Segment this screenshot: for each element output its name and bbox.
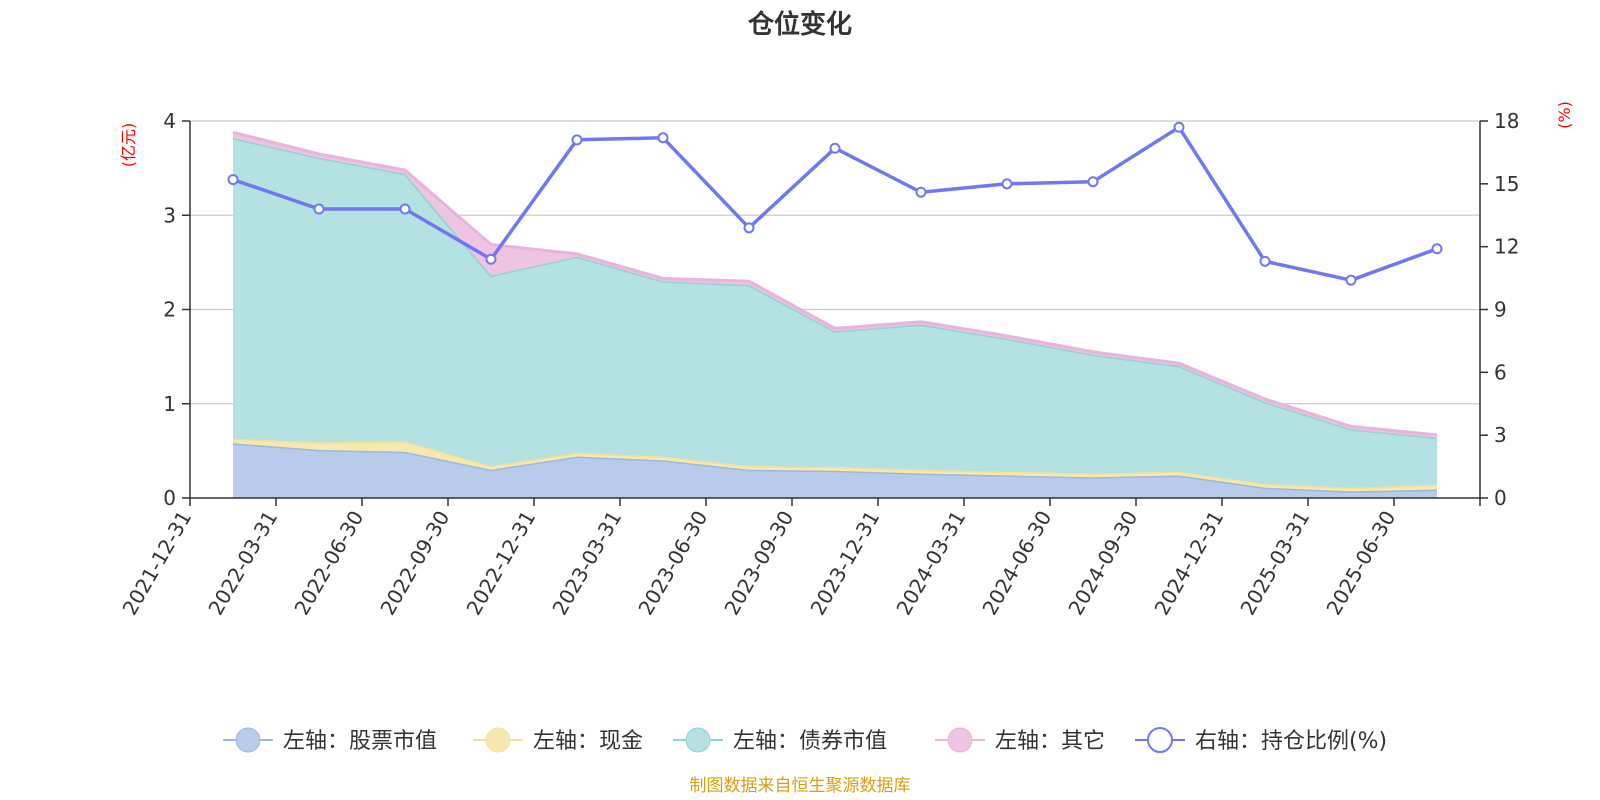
x-axis-tick-label: 2024-09-30 [1063, 507, 1142, 620]
x-axis-tick-label: 2023-12-31 [805, 507, 884, 620]
left-axis-tick-label: 4 [163, 109, 176, 133]
ratio-line-point [743, 222, 755, 234]
area-series-2 [233, 438, 1437, 492]
left-axis-tick-label: 3 [163, 203, 176, 227]
ratio-line-point [829, 142, 841, 154]
ratio-line [227, 121, 1443, 286]
x-axis-tick-label: 2021-12-31 [117, 507, 196, 620]
ratio-line-point [571, 134, 583, 146]
x-axis-tick-label: 2022-09-30 [375, 507, 454, 620]
legend-label: 左轴：债券市值 [733, 729, 887, 754]
ratio-line-point [1345, 274, 1357, 286]
x-axis-tick-label: 2022-03-31 [203, 507, 282, 620]
legend-swatch-marker [685, 727, 711, 753]
legend-label: 右轴：持仓比例(%) [1195, 729, 1387, 754]
x-axis-tick-label: 2024-12-31 [1149, 507, 1228, 620]
x-axis-tick-label: 2022-12-31 [461, 507, 540, 620]
x-axis-tick-label: 2022-06-30 [289, 507, 368, 620]
ratio-line-point [1431, 243, 1443, 255]
legend-item-4: 左轴：其它 [935, 727, 1105, 754]
legend-swatch-marker [1147, 727, 1173, 753]
right-axis-tick-label: 18 [1494, 109, 1519, 133]
legend-swatch-marker [947, 727, 973, 753]
right-axis-tick-label: 0 [1494, 486, 1507, 510]
right-axis-tick-label: 9 [1494, 298, 1507, 322]
chart-title: 仓位变化 [747, 9, 852, 40]
legend-label: 左轴：现金 [533, 729, 643, 754]
legend: 左轴：股票市值 左轴：现金 左轴：债券市值 左轴：其它 右轴：持仓比例(%) [223, 727, 1387, 754]
ratio-line-point [485, 253, 497, 265]
ratio-line-point [313, 203, 325, 215]
ratio-line-point [1001, 178, 1013, 190]
ratio-line-point [1087, 176, 1099, 188]
left-axis-tick-label: 1 [163, 392, 176, 416]
right-axis-tick-label: 12 [1494, 235, 1519, 259]
x-axis-tick-label: 2023-09-30 [719, 507, 798, 620]
left-axis-unit: (亿元) [119, 123, 138, 168]
right-axis-tick-label: 6 [1494, 360, 1507, 384]
data-source-note: 制图数据来自恒生聚源数据库 [690, 776, 911, 796]
left-axis-tick-label: 0 [163, 486, 176, 510]
x-axis-tick-label: 2025-06-30 [1321, 507, 1400, 620]
right-axis-unit: (%) [1555, 101, 1574, 129]
legend-item-3: 左轴：债券市值 [673, 727, 887, 754]
legend-item-1: 左轴：股票市值 [223, 727, 437, 754]
legend-item-2: 左轴：现金 [473, 727, 643, 754]
right-axis-tick-label: 3 [1494, 423, 1507, 447]
legend-label: 左轴：其它 [995, 729, 1105, 754]
ratio-line-point [1173, 121, 1185, 133]
x-axis-tick-label: 2023-03-31 [547, 507, 626, 620]
ratio-line-point [399, 203, 411, 215]
legend-swatch-marker [235, 727, 261, 753]
ratio-line-point [657, 132, 669, 144]
ratio-line-point [1259, 255, 1271, 267]
x-axis-tick-label: 2025-03-31 [1235, 507, 1314, 620]
stacked-areas [232, 130, 1438, 498]
area-series-4-edge [232, 130, 1438, 437]
x-axis-tick-label: 2024-06-30 [977, 507, 1056, 620]
legend-label: 左轴：股票市值 [283, 729, 437, 754]
x-axis-tick-label: 2023-06-30 [633, 507, 712, 620]
legend-item-5: 右轴：持仓比例(%) [1135, 727, 1387, 754]
legend-swatch-marker [485, 727, 511, 753]
area-series-3 [233, 138, 1437, 488]
left-axis-tick-label: 2 [163, 298, 176, 322]
area-series-1 [233, 443, 1437, 498]
area-series-4 [233, 132, 1437, 438]
right-axis-tick-label: 15 [1494, 172, 1519, 196]
ratio-line-point [915, 186, 927, 198]
ratio-line-point [227, 174, 239, 186]
x-axis-tick-label: 2024-03-31 [891, 507, 970, 620]
